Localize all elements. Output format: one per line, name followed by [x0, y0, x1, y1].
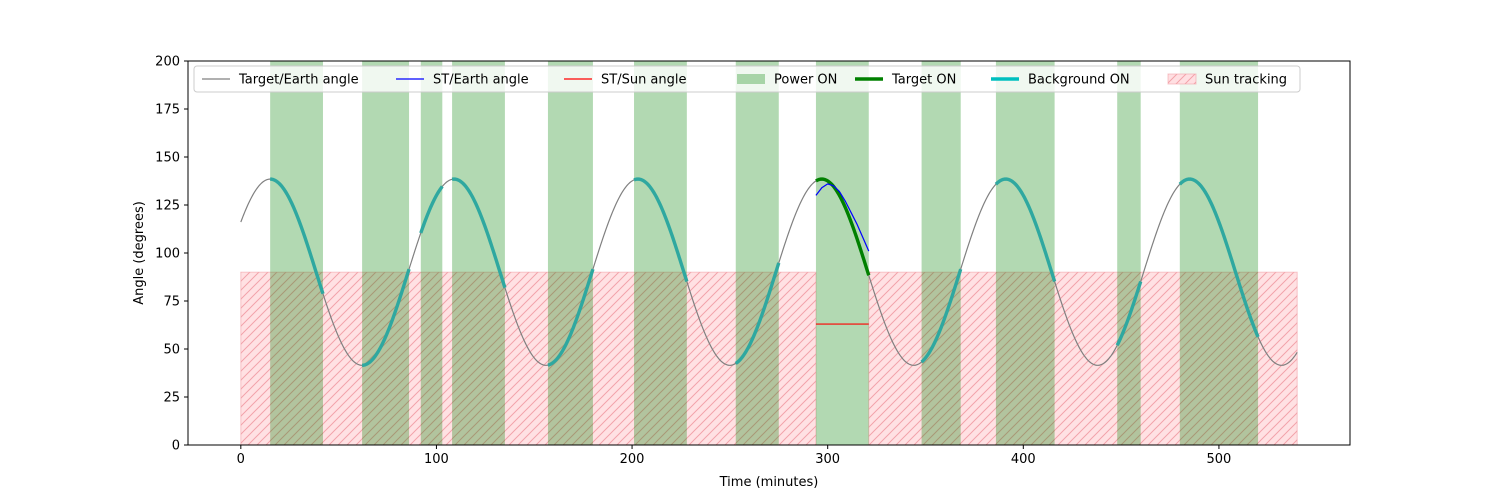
power-on-region	[362, 61, 410, 445]
x-tick-label: 200	[620, 452, 645, 467]
power-on-region	[1117, 61, 1141, 445]
background-on-segment	[1115, 281, 1143, 347]
sun-tracking-region-hatch	[240, 272, 816, 445]
sun-tracking-region-edge	[240, 271, 817, 445]
legend-label: Power ON	[774, 73, 837, 88]
x-tick-label: 300	[815, 452, 840, 467]
legend-label: Target/Earth angle	[238, 73, 359, 88]
power-on-region	[420, 61, 443, 445]
axes: 0 100 200 300 400 500 0 25 50 75 100 125 150 175 200	[155, 55, 1231, 468]
legend-label: Sun tracking	[1205, 73, 1287, 88]
legend-label: ST/Earth angle	[433, 73, 529, 88]
y-tick-label: 50	[163, 343, 180, 358]
sun-tracking-regions	[240, 271, 1298, 445]
angle-series	[240, 177, 1298, 368]
legend-patch-swatch	[737, 74, 765, 84]
legend-entry: Target ON	[855, 73, 956, 88]
legend-label: ST/Sun angle	[601, 73, 687, 88]
power-on-region	[452, 61, 505, 445]
sun-tracking-region-hatch	[868, 272, 1298, 445]
legend-entry: ST/Sun angle	[564, 73, 687, 88]
background-on-segment	[362, 268, 411, 368]
legend-hatch-overlay	[1167, 73, 1197, 85]
x-tick-label: 400	[1011, 452, 1036, 467]
legend-entry: ST/Earth angle	[396, 73, 529, 88]
background-on-segment	[270, 177, 325, 295]
y-tick-label: 125	[155, 199, 180, 214]
power-on-region	[921, 61, 961, 445]
legend-box	[193, 65, 1301, 93]
legend-entry: Target/Earth angle	[202, 73, 359, 88]
y-tick-label: 0	[172, 439, 180, 454]
background-on-segment	[994, 177, 1057, 283]
power-on-region	[547, 61, 593, 445]
legend-label: Background ON	[1028, 73, 1130, 88]
y-axis-label: Angle (degrees)	[132, 201, 147, 305]
power-on-region	[735, 61, 779, 445]
legend-entry: Background ON	[991, 73, 1130, 88]
background-on-segment	[419, 185, 444, 234]
background-on-segment	[1178, 177, 1260, 338]
x-tick-label: 100	[424, 452, 449, 467]
y-tick-label: 75	[163, 295, 180, 310]
y-tick-label: 175	[155, 103, 180, 118]
plot-area	[240, 61, 1298, 445]
y-tick-label: 200	[155, 55, 180, 70]
legend-entry: Sun tracking	[1167, 73, 1287, 88]
legend-label: Target ON	[891, 73, 956, 88]
sun-tracking-region-edge	[868, 271, 1298, 445]
legend: Target/Earth angle ST/Earth angle ST/Sun a…	[193, 65, 1301, 93]
power-on-region	[270, 61, 323, 445]
y-tick-label: 150	[155, 151, 180, 166]
background-on-segment	[734, 262, 781, 365]
background-on-segment	[547, 268, 595, 367]
st-earth-angle-line	[815, 183, 870, 252]
power-on-region	[1179, 61, 1259, 445]
x-axis-label: Time (minutes)	[719, 475, 819, 490]
background-on-segment	[920, 268, 963, 364]
target-on-segment	[815, 177, 871, 276]
x-tick-label: 500	[1207, 452, 1232, 467]
background-on-segment	[633, 177, 689, 283]
x-tick-label: 0	[237, 452, 245, 467]
power-on-regions	[270, 61, 1259, 445]
legend-entry: Power ON	[737, 73, 837, 88]
y-tick-label: 100	[155, 247, 180, 262]
background-on-segment	[451, 177, 507, 289]
y-tick-label: 25	[163, 391, 180, 406]
